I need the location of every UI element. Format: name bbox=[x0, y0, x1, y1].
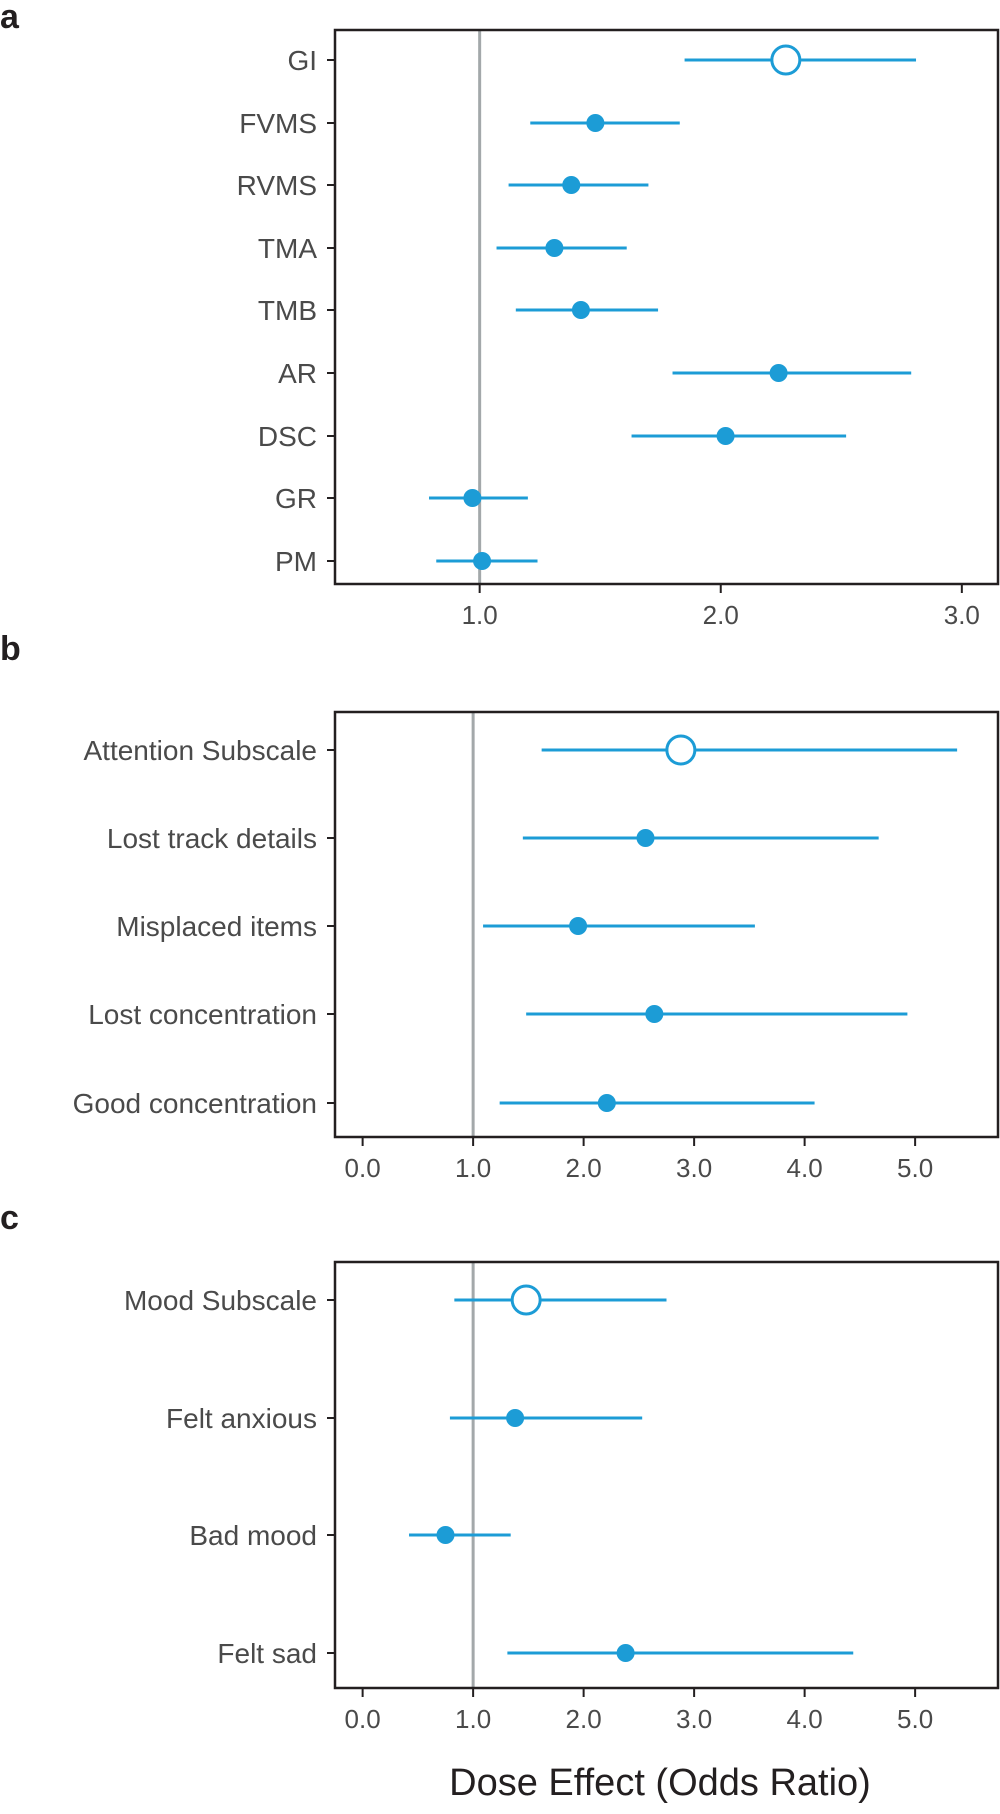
panel-c: c Mood Subscale Felt anxious Bad mood Felt s… bbox=[0, 1199, 1000, 1734]
point-estimate-marker bbox=[597, 1094, 616, 1112]
y-tick-label: TMB bbox=[258, 295, 317, 326]
x-tick-label: 1.0 bbox=[455, 1704, 491, 1734]
x-tick-label: 3.0 bbox=[676, 1704, 712, 1734]
x-tick-label: 1.0 bbox=[455, 1153, 491, 1183]
x-tick-label: 5.0 bbox=[897, 1704, 933, 1734]
x-tick-label: 3.0 bbox=[944, 600, 980, 630]
plot-frame bbox=[333, 28, 1000, 586]
plot-frame bbox=[333, 1260, 1000, 1690]
summary-estimate-marker bbox=[510, 1284, 542, 1316]
y-tick-label: Mood Subscale bbox=[124, 1285, 317, 1316]
x-tick-label: 2.0 bbox=[566, 1153, 602, 1183]
x-tick-label: 4.0 bbox=[787, 1153, 823, 1183]
y-tick-label: TMA bbox=[258, 233, 317, 264]
point-estimate-marker bbox=[716, 427, 735, 445]
y-tick-label: Attention Subscale bbox=[84, 735, 318, 766]
point-estimate-marker bbox=[571, 301, 590, 319]
y-tick-label: DSC bbox=[258, 421, 317, 452]
plot-frame bbox=[333, 710, 1000, 1139]
x-tick-label: 3.0 bbox=[676, 1153, 712, 1183]
y-tick-label: Lost track details bbox=[107, 823, 317, 854]
y-tick-label: GR bbox=[275, 483, 317, 514]
point-estimate-marker bbox=[586, 114, 605, 132]
point-estimate-marker bbox=[645, 1005, 664, 1023]
y-tick-label: PM bbox=[275, 546, 317, 577]
panel-letter-b: b bbox=[0, 630, 21, 668]
y-tick-label: Bad mood bbox=[189, 1520, 317, 1551]
point-estimate-marker bbox=[506, 1409, 525, 1427]
panel-a: a GI FVMS RVMS TMA TMB AR DSC GR PM 1.0 2.0 3.0 bbox=[0, 0, 1000, 630]
y-tick-label: Good concentration bbox=[73, 1088, 317, 1119]
y-tick-label: RVMS bbox=[237, 170, 317, 201]
panel-letter-c: c bbox=[0, 1199, 19, 1237]
point-estimate-marker bbox=[769, 364, 788, 382]
x-tick-label: 1.0 bbox=[462, 600, 498, 630]
x-tick-label: 4.0 bbox=[787, 1704, 823, 1734]
x-tick-label: 5.0 bbox=[897, 1153, 933, 1183]
y-tick-label: Misplaced items bbox=[116, 911, 317, 942]
y-tick-label: Felt anxious bbox=[166, 1403, 317, 1434]
y-tick-label: Lost concentration bbox=[88, 999, 317, 1030]
y-tick-label: Felt sad bbox=[217, 1638, 317, 1669]
y-tick-label: FVMS bbox=[239, 108, 317, 139]
point-estimate-marker bbox=[463, 489, 482, 507]
panel-letter-a: a bbox=[0, 0, 20, 36]
x-tick-label: 2.0 bbox=[566, 1704, 602, 1734]
point-estimate-marker bbox=[569, 917, 588, 935]
x-tick-label: 2.0 bbox=[703, 600, 739, 630]
point-estimate-marker bbox=[545, 239, 564, 257]
summary-estimate-marker bbox=[770, 44, 802, 76]
y-tick-label: GI bbox=[287, 45, 317, 76]
x-axis-label: Dose Effect (Odds Ratio) bbox=[449, 1762, 871, 1804]
panel-b: b Attention Subscale Lost track details Mis… bbox=[0, 630, 1000, 1183]
point-estimate-marker bbox=[473, 552, 492, 570]
summary-estimate-marker bbox=[665, 734, 697, 766]
point-estimate-marker bbox=[562, 176, 581, 194]
point-estimate-marker bbox=[436, 1526, 455, 1544]
x-tick-label: 0.0 bbox=[345, 1704, 381, 1734]
point-estimate-marker bbox=[616, 1644, 635, 1662]
x-tick-label: 0.0 bbox=[345, 1153, 381, 1183]
y-tick-label: AR bbox=[278, 358, 317, 389]
point-estimate-marker bbox=[636, 829, 655, 847]
